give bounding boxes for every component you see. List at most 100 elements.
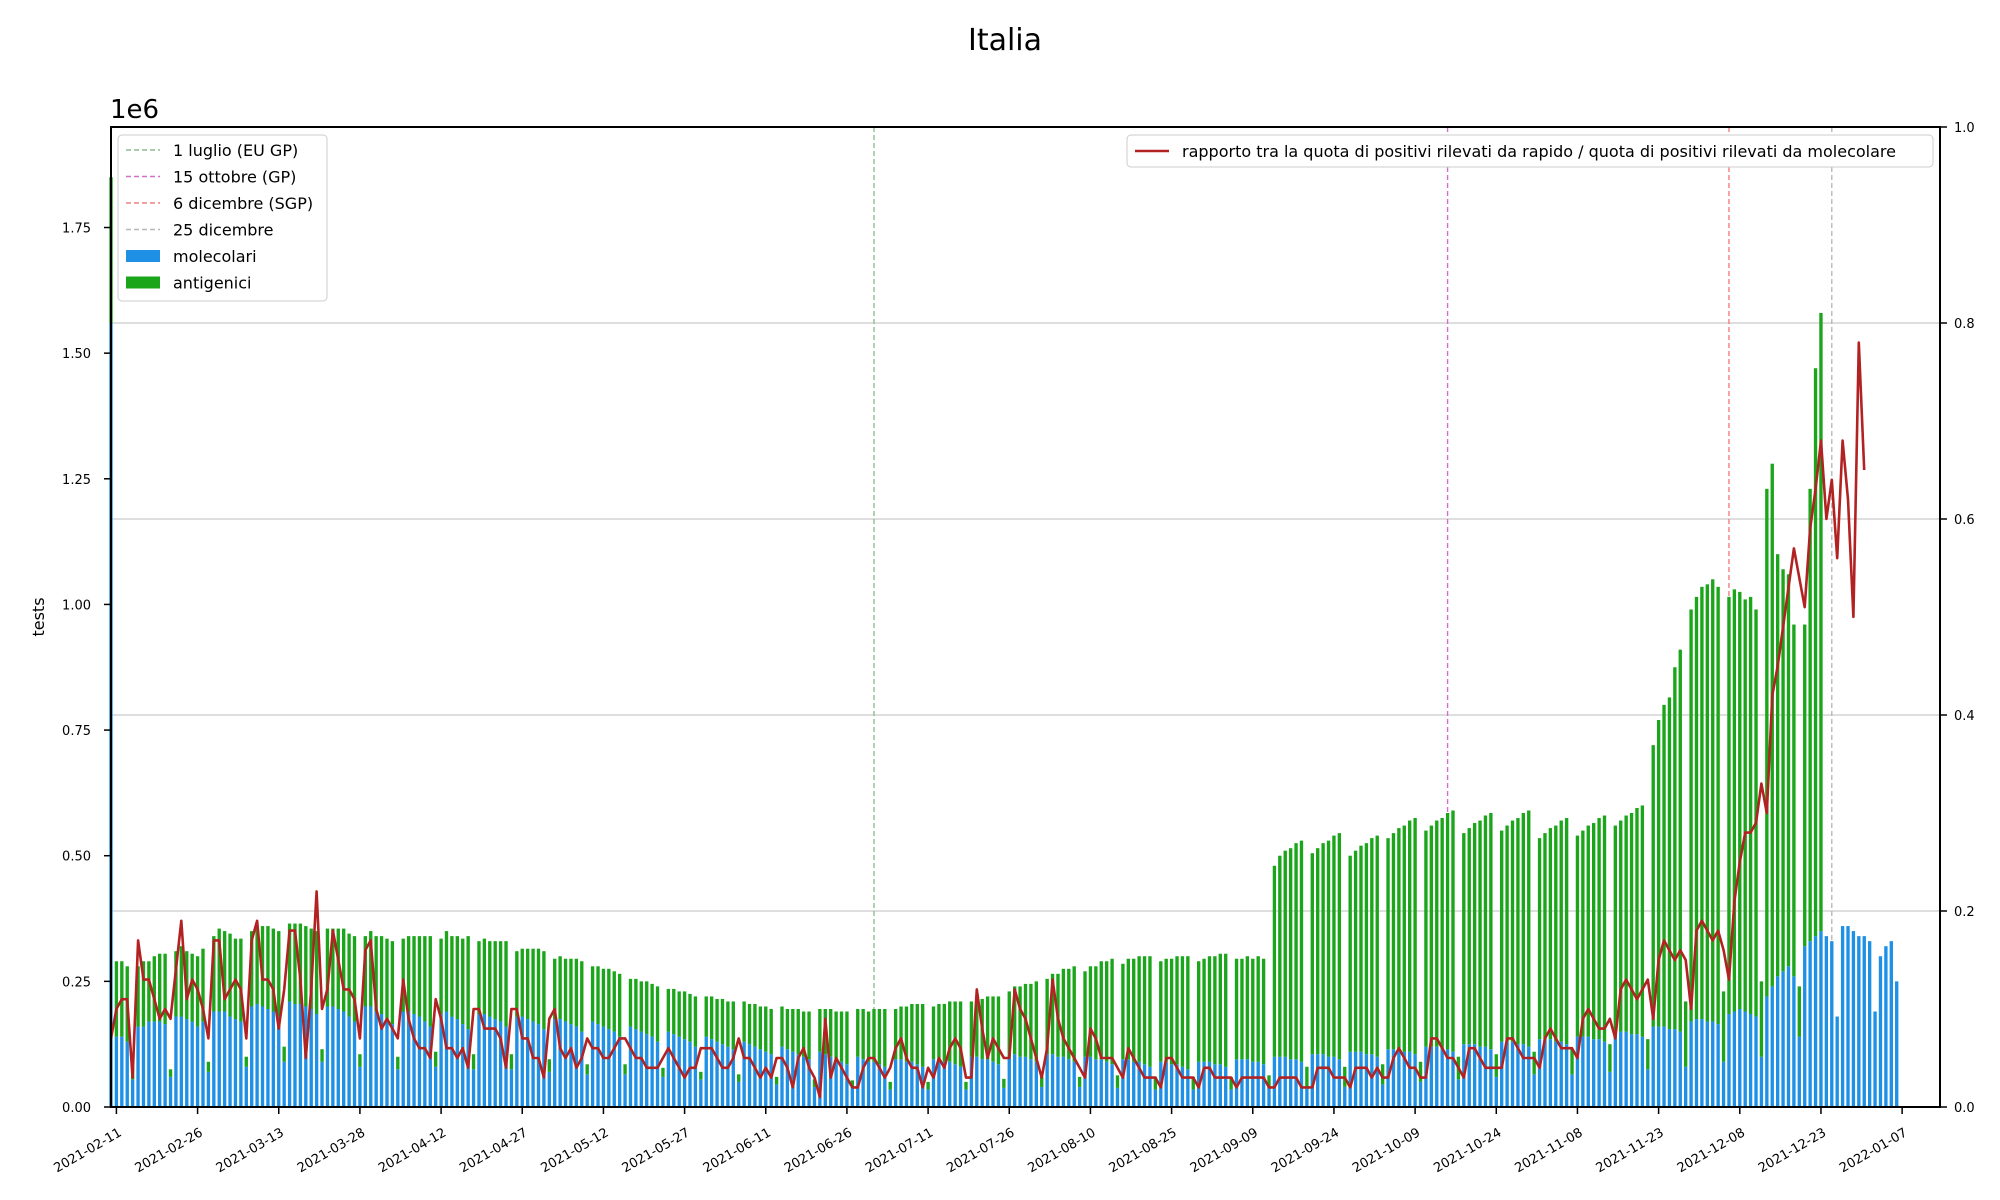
x-tick-label: 2021-02-11 — [51, 1125, 124, 1176]
bar-antigenici — [282, 1046, 286, 1062]
bar-antigenici — [780, 1006, 784, 1047]
bar-antigenici — [1678, 649, 1682, 1032]
bar-antigenici — [439, 938, 443, 1015]
bar-antigenici — [201, 948, 205, 1022]
bar-molecolari — [190, 1021, 194, 1107]
x-tick-label: 2021-07-11 — [863, 1125, 936, 1176]
bar-antigenici — [915, 1003, 919, 1065]
bar-molecolari — [1310, 1054, 1314, 1107]
bar-antigenici — [650, 983, 654, 1037]
bar-antigenici — [1781, 569, 1785, 972]
y2-axis-ticks: 0.0 0.2 0.4 0.6 0.8 1.0 — [1940, 121, 1975, 1116]
bar-molecolari — [1884, 946, 1888, 1107]
bar-molecolari — [120, 1036, 124, 1107]
y2-tick-label: 0.8 — [1954, 317, 1975, 332]
bar-antigenici — [1218, 953, 1222, 1065]
bar-antigenici — [1429, 825, 1434, 1047]
bar-antigenici — [829, 1009, 833, 1057]
bar-molecolari — [1451, 1051, 1455, 1107]
y-tick-label: 1.50 — [62, 347, 91, 362]
bar-antigenici — [628, 978, 633, 1027]
bar-molecolari — [1759, 1056, 1764, 1107]
bar-molecolari — [1813, 936, 1818, 1107]
x-tick-label: 2021-05-27 — [620, 1125, 693, 1176]
bar-molecolari — [1299, 1061, 1304, 1107]
bar-antigenici — [385, 938, 389, 1020]
bar-antigenici — [1500, 830, 1504, 1042]
bar-molecolari — [336, 1009, 340, 1107]
bar-molecolari — [1029, 1059, 1033, 1107]
bar-antigenici — [1229, 1076, 1233, 1090]
legend-right: rapporto tra la quota di positivi rileva… — [1126, 134, 1934, 168]
y2-tick-label: 0.4 — [1954, 709, 1975, 724]
bar-molecolari — [461, 1024, 465, 1107]
bar-antigenici — [1013, 986, 1017, 1055]
bar-antigenici — [547, 1059, 551, 1072]
bar-antigenici — [937, 1003, 941, 1060]
bar-molecolari — [655, 1041, 660, 1107]
bar-antigenici — [471, 1054, 476, 1070]
bar-antigenici — [298, 923, 303, 1004]
bar-molecolari — [672, 1034, 676, 1107]
bar-molecolari — [1651, 1026, 1655, 1107]
bar-molecolari — [829, 1056, 833, 1107]
bar-molecolari — [1375, 1056, 1379, 1107]
bar-antigenici — [1278, 855, 1282, 1057]
bar-molecolari — [1153, 1089, 1158, 1107]
bar-antigenici — [369, 931, 373, 1007]
bar-molecolari — [688, 1041, 692, 1107]
bar-antigenici — [358, 1054, 362, 1067]
bar-molecolari — [991, 1061, 995, 1107]
bar-antigenici — [948, 1001, 952, 1062]
bar-molecolari — [493, 1019, 497, 1107]
bar-molecolari — [1537, 1039, 1542, 1107]
y2-tick-label: 0.6 — [1954, 513, 1975, 528]
bar-molecolari — [141, 1026, 146, 1107]
bar-molecolari — [1202, 1061, 1206, 1107]
bar-molecolari — [1521, 1044, 1526, 1107]
bar-molecolari — [1413, 1054, 1417, 1107]
x-axis-ticks: 2021-02-11 2021-02-26 2021-03-13 2021-03-28… — [51, 1107, 1910, 1176]
bar-molecolari — [1186, 1069, 1190, 1107]
bar-antigenici — [266, 926, 270, 1009]
bar-molecolari — [455, 1019, 459, 1107]
bar-molecolari — [1132, 1061, 1136, 1107]
bar-antigenici — [688, 993, 692, 1042]
bar-molecolari — [1056, 1056, 1060, 1107]
bar-molecolari — [244, 1066, 248, 1107]
bar-antigenici — [277, 931, 281, 1017]
bar-molecolari — [1619, 1031, 1623, 1107]
legend-label: 1 luglio (EU GP) — [173, 141, 298, 160]
bar-antigenici — [639, 981, 643, 1032]
bar-antigenici — [1662, 704, 1666, 1027]
legend-label: 25 dicembre — [173, 221, 274, 240]
bar-antigenici — [1743, 599, 1747, 1012]
bar-molecolari — [342, 1011, 346, 1107]
bar-antigenici — [834, 1011, 838, 1060]
bar-antigenici — [1126, 958, 1130, 1060]
bar-antigenici — [1711, 579, 1715, 1022]
bar-molecolari — [1229, 1089, 1233, 1107]
bar-antigenici — [1570, 1049, 1574, 1075]
bar-molecolari — [379, 1014, 384, 1107]
bar-antigenici — [1386, 838, 1390, 1050]
x-tick-label: 2021-12-08 — [1675, 1125, 1748, 1176]
bar-molecolari — [969, 1056, 974, 1107]
bar-molecolari — [1792, 976, 1796, 1107]
bar-molecolari — [704, 1036, 708, 1107]
bar-molecolari — [250, 1006, 254, 1107]
bar-molecolari — [423, 1021, 427, 1107]
bar-molecolari — [1835, 1016, 1839, 1107]
x-tick-label: 2021-09-24 — [1269, 1125, 1342, 1176]
bar-antigenici — [428, 936, 432, 1027]
bar-molecolari — [163, 1024, 167, 1107]
bar-antigenici — [287, 923, 292, 1002]
bar-molecolari — [1245, 1059, 1250, 1107]
bar-antigenici — [850, 1080, 855, 1088]
bar-molecolari — [1656, 1026, 1661, 1107]
bar-molecolari — [1370, 1054, 1374, 1107]
bar-antigenici — [742, 1001, 746, 1042]
bar-antigenici — [753, 1003, 757, 1047]
bar-antigenici — [374, 936, 378, 1012]
bar-molecolari — [715, 1041, 719, 1107]
